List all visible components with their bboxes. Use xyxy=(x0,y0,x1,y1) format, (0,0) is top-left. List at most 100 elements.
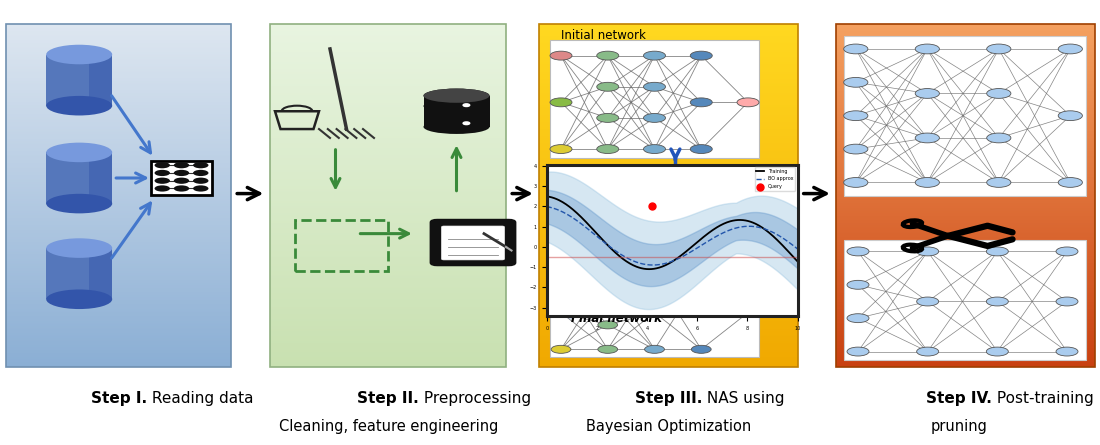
Bar xyxy=(539,251,798,252)
Bar xyxy=(836,50,1094,52)
Bar xyxy=(6,264,231,266)
Bar xyxy=(836,249,1094,251)
Bar xyxy=(270,362,506,364)
Bar xyxy=(836,150,1094,151)
Bar xyxy=(6,119,231,121)
Bar xyxy=(539,61,798,62)
Bar xyxy=(539,350,798,352)
Bar xyxy=(539,202,798,204)
Bar xyxy=(270,364,506,365)
Bar xyxy=(539,237,798,239)
Bar xyxy=(836,359,1094,360)
Bar xyxy=(836,55,1094,57)
Circle shape xyxy=(847,280,869,289)
Bar xyxy=(539,177,798,178)
Bar xyxy=(836,153,1094,155)
Bar xyxy=(836,317,1094,319)
Bar xyxy=(836,302,1094,304)
Circle shape xyxy=(1058,111,1082,121)
Bar xyxy=(836,139,1094,141)
Bar xyxy=(6,295,231,297)
Ellipse shape xyxy=(46,142,112,162)
Bar xyxy=(539,293,798,295)
Bar xyxy=(836,314,1094,316)
Bar xyxy=(836,73,1094,74)
BO approx xyxy=(690,246,703,251)
Bar xyxy=(6,323,231,324)
Bar xyxy=(539,143,798,144)
Bar xyxy=(6,55,231,57)
Training xyxy=(768,235,781,240)
Bar xyxy=(270,365,506,367)
Bar xyxy=(539,336,798,338)
Bar xyxy=(270,261,506,263)
Bar xyxy=(836,347,1094,348)
Bar xyxy=(270,30,506,31)
Bar xyxy=(836,218,1094,220)
Bar xyxy=(836,237,1094,239)
Bar xyxy=(539,299,798,300)
Bar xyxy=(270,348,506,350)
Circle shape xyxy=(645,309,664,317)
Bar xyxy=(6,194,231,196)
Bar xyxy=(539,283,798,285)
Bar xyxy=(836,240,1094,242)
Bar xyxy=(270,170,506,172)
Bar xyxy=(539,133,798,134)
Bar xyxy=(270,103,506,105)
Bar xyxy=(539,124,798,125)
Bar xyxy=(836,112,1094,113)
Bar xyxy=(539,151,798,153)
Bar xyxy=(539,107,798,109)
Bar xyxy=(6,202,231,204)
Bar xyxy=(270,314,506,316)
Ellipse shape xyxy=(424,89,490,103)
Bar xyxy=(836,110,1094,112)
Bar xyxy=(6,292,231,293)
Circle shape xyxy=(596,113,618,122)
Circle shape xyxy=(551,345,571,353)
Bar xyxy=(6,305,231,307)
Bar xyxy=(6,65,231,67)
Bar xyxy=(6,281,231,283)
Bar xyxy=(6,353,231,355)
Bar xyxy=(270,31,506,33)
Bar xyxy=(539,312,798,314)
Bar xyxy=(539,190,798,192)
Circle shape xyxy=(645,272,664,280)
Bar xyxy=(539,259,798,261)
Bar xyxy=(270,326,506,328)
Circle shape xyxy=(691,98,713,107)
Bar xyxy=(836,103,1094,105)
Text: Step II.: Step II. xyxy=(358,391,419,406)
Bar xyxy=(539,89,798,91)
BO approx xyxy=(541,204,554,210)
Bar xyxy=(270,95,506,97)
Bar xyxy=(6,93,231,95)
Bar xyxy=(836,251,1094,252)
Bar xyxy=(6,47,231,49)
Bar xyxy=(270,133,506,134)
Bar xyxy=(6,210,231,211)
Bar xyxy=(836,124,1094,125)
Bar xyxy=(270,162,506,163)
Bar xyxy=(539,278,798,280)
Bar xyxy=(539,45,798,47)
Circle shape xyxy=(691,272,711,280)
Bar xyxy=(539,97,798,98)
Bar xyxy=(836,35,1094,36)
Bar xyxy=(539,263,798,264)
Bar xyxy=(6,50,231,52)
Bar xyxy=(539,115,798,117)
Bar xyxy=(270,281,506,283)
Bar xyxy=(270,155,506,156)
Bar xyxy=(270,97,506,98)
Circle shape xyxy=(1056,297,1078,306)
Bar xyxy=(6,24,231,367)
Bar xyxy=(270,331,506,333)
Bar xyxy=(836,281,1094,283)
Bar xyxy=(6,216,231,218)
Bar xyxy=(836,127,1094,129)
Bar xyxy=(424,96,490,127)
Bar xyxy=(539,50,798,52)
